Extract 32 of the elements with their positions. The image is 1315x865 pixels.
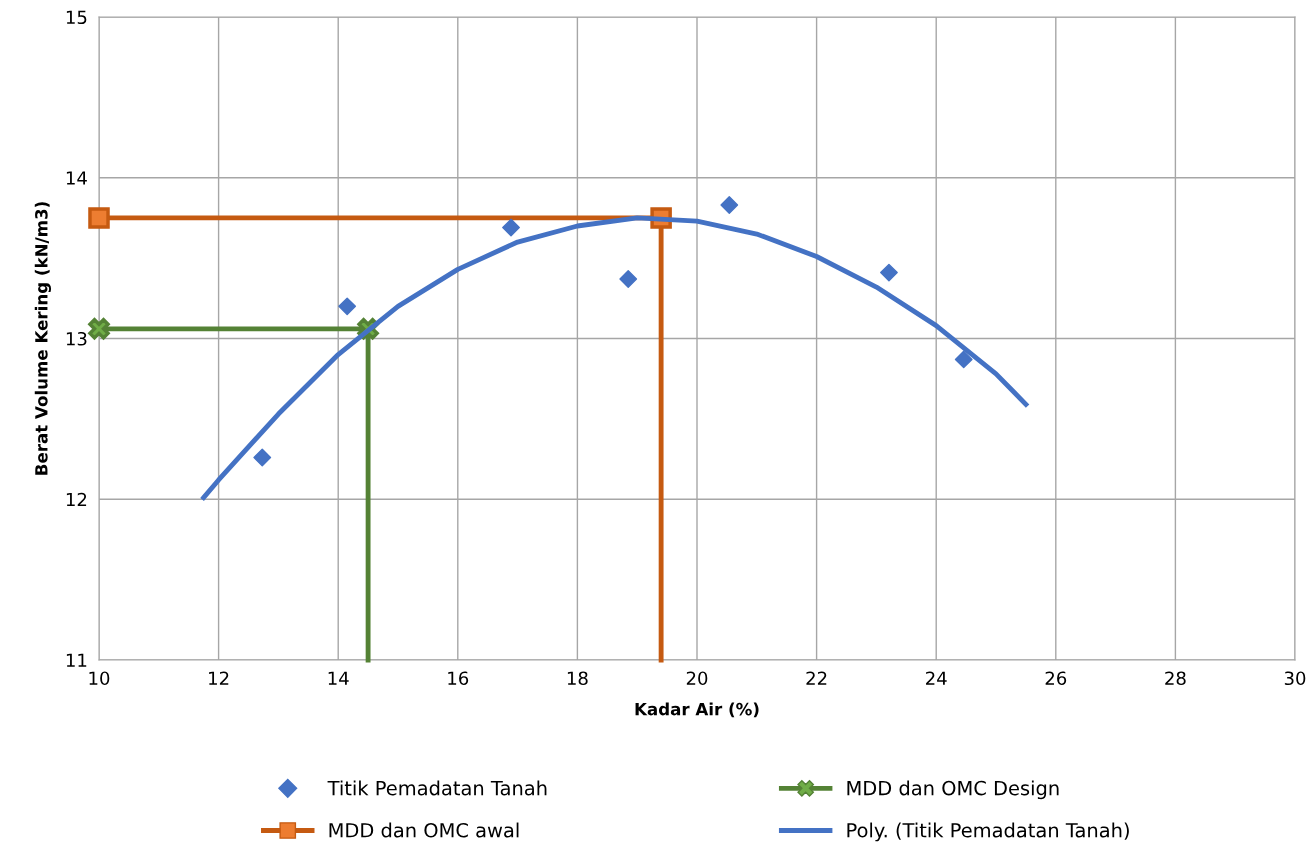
x-tick-label: 14 (328, 671, 349, 685)
x-tick-label: 30 (1284, 671, 1306, 686)
legend-label: MDD dan OMC Design (847, 780, 1059, 800)
point (502, 218, 520, 237)
x-axis-title: Kadar Air (%) (635, 702, 759, 718)
x-tick-label: 22 (806, 671, 827, 685)
x-tick-label: 20 (686, 671, 708, 686)
x-tick-label: 26 (1045, 671, 1067, 686)
legend-label: Poly. (Titik Pemadatan Tanah) (847, 822, 1129, 842)
point (720, 196, 739, 214)
x-tick-label: 12 (209, 671, 229, 685)
point (253, 448, 272, 467)
point (880, 263, 898, 282)
x-tick-label: 18 (567, 671, 588, 686)
line-series (201, 215, 1029, 501)
legend-label: MDD dan OMC awal (329, 822, 519, 838)
x-tick-label: 16 (448, 671, 469, 686)
point (338, 297, 357, 316)
y-tick-label: 14 (66, 171, 87, 185)
legend-label: Titik Pemadatan Tanah (327, 780, 547, 796)
x-tick-label: 28 (1165, 671, 1186, 686)
y-tick-label: 15 (66, 10, 87, 25)
point (954, 350, 973, 369)
x-tick-label: 24 (926, 671, 947, 685)
y-tick-label: 11 (66, 653, 87, 667)
y-tick-label: 12 (66, 492, 87, 507)
point (619, 270, 638, 288)
point (88, 318, 110, 340)
y-tick-label: 13 (66, 331, 87, 346)
x-tick-label: 10 (89, 671, 110, 686)
point (88, 207, 110, 229)
y-axis-title: Berat Volume Kering (kN/m3) (34, 202, 52, 475)
